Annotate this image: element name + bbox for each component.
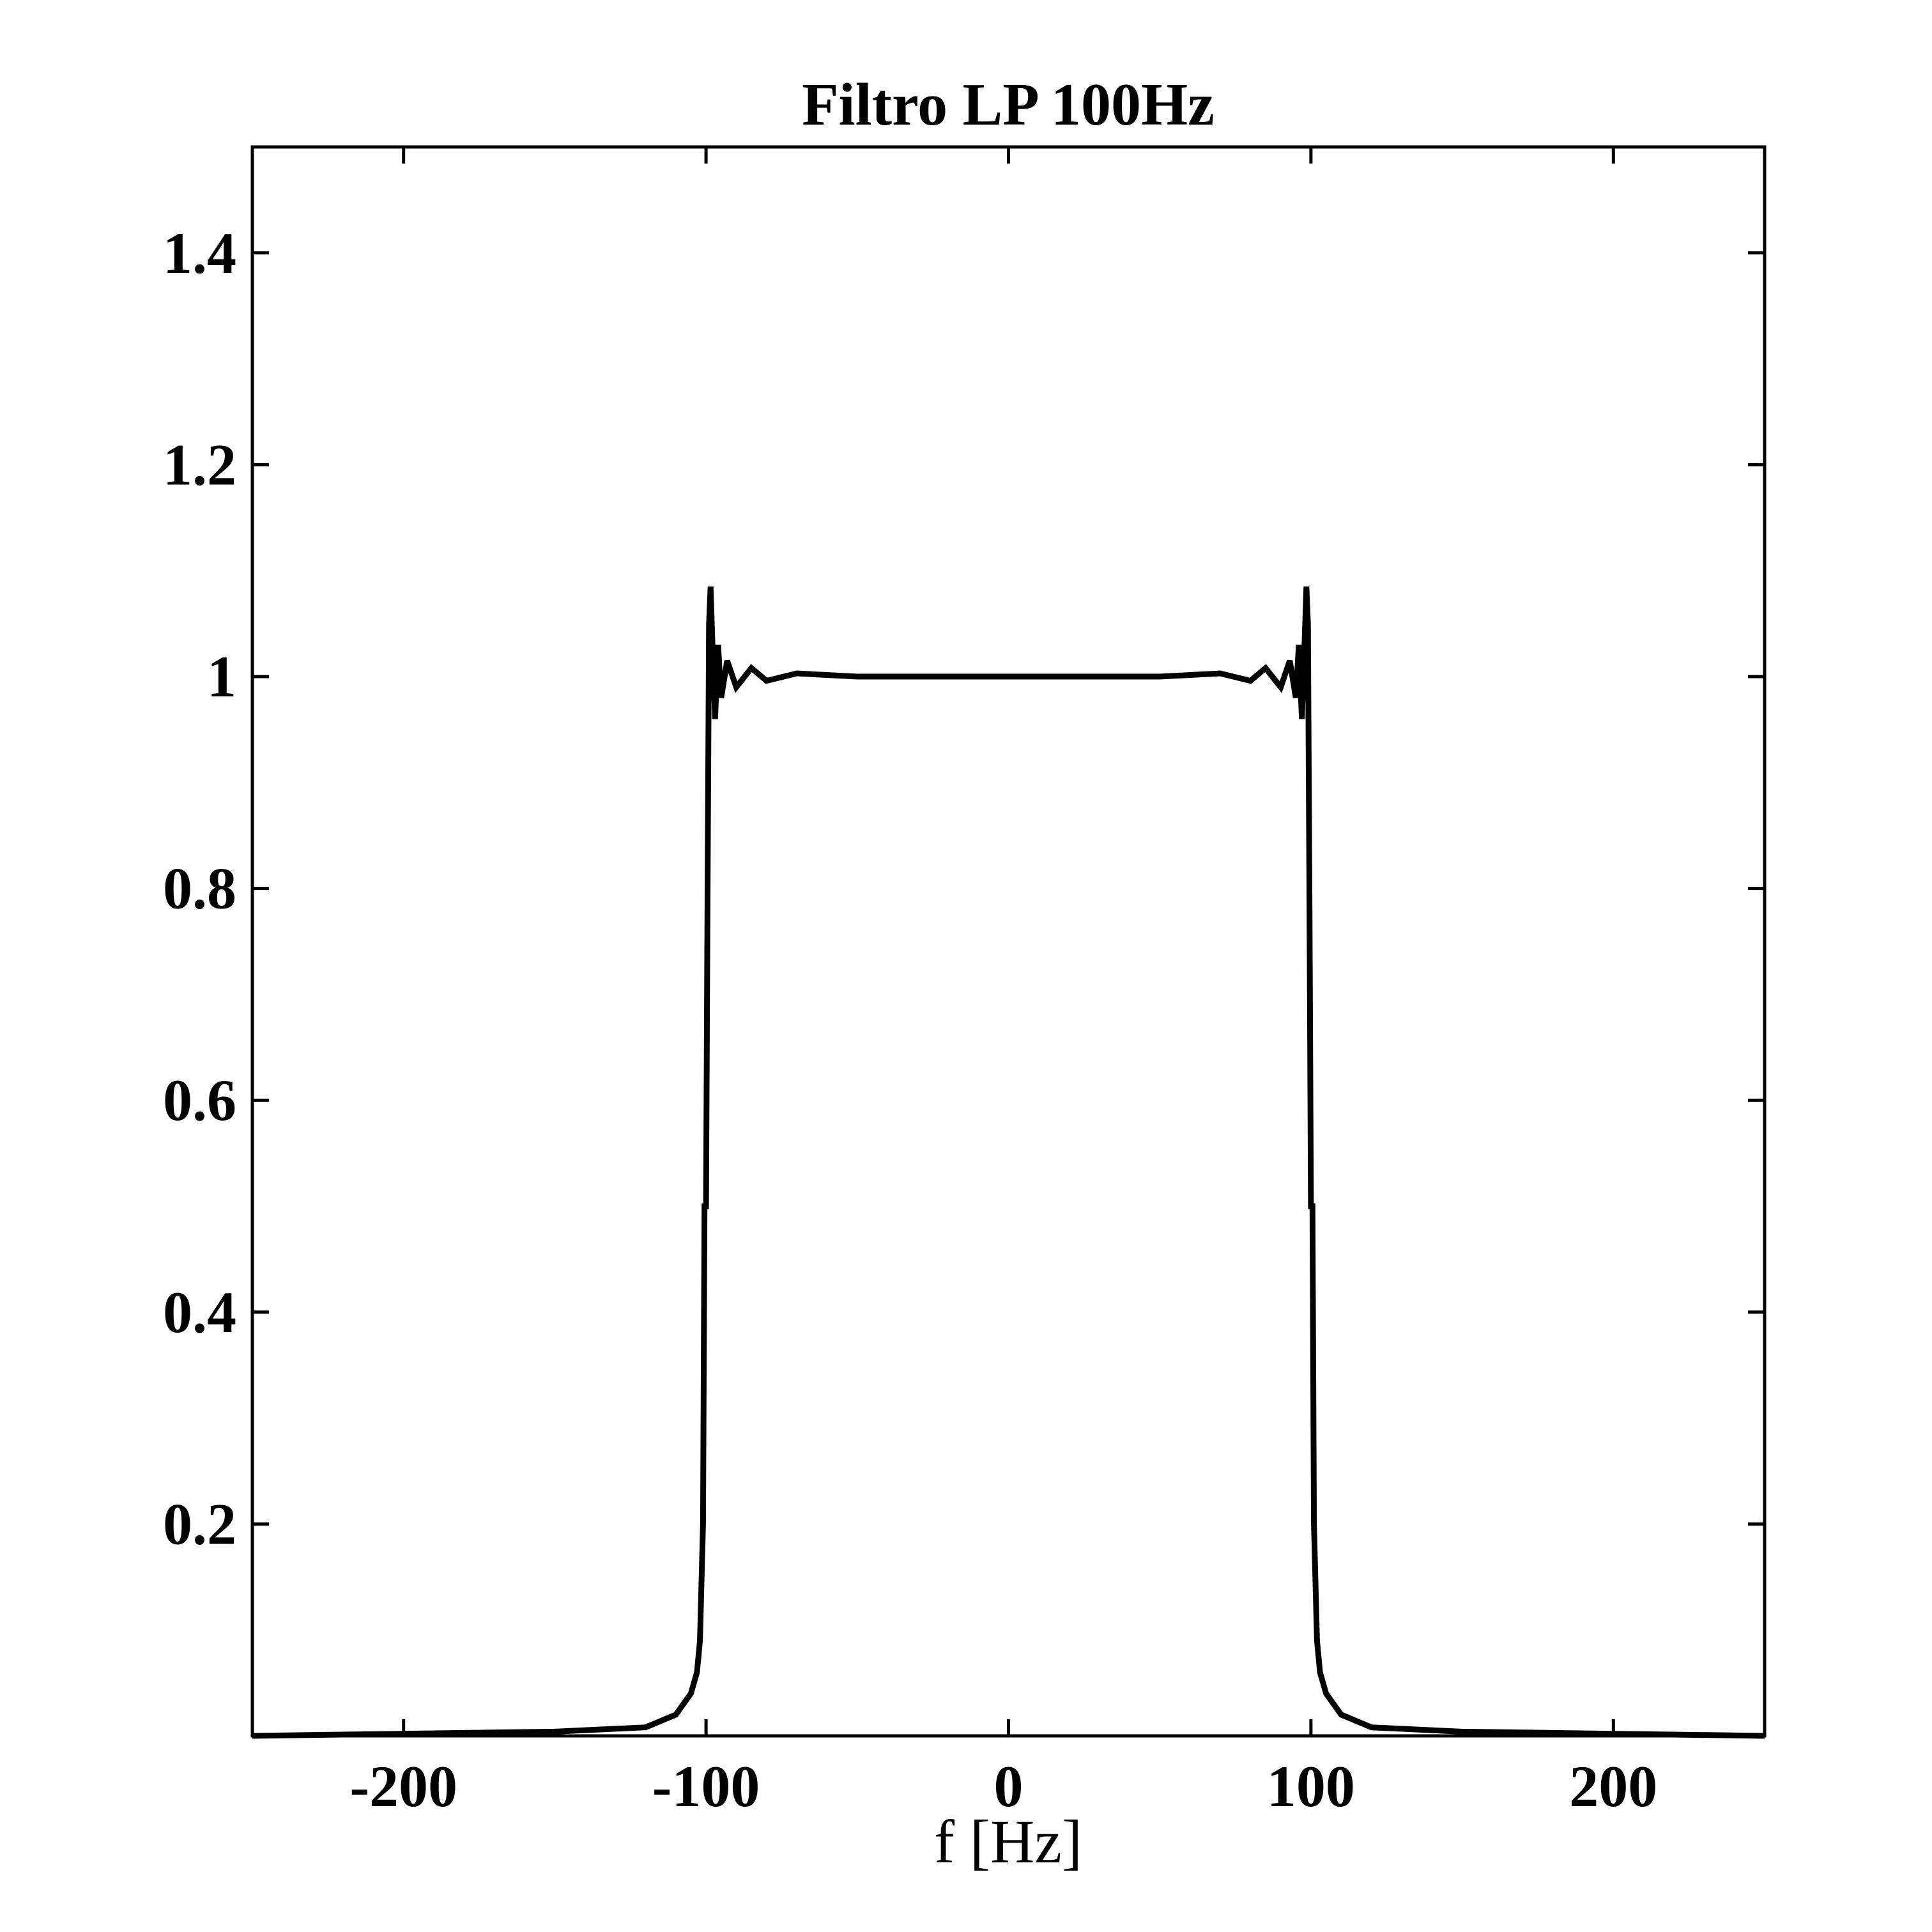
ticks (252, 147, 1765, 1736)
plot-frame (250, 145, 1767, 1738)
chart-title: Filtro LP 100Hz (802, 72, 1215, 138)
x-tick-label: 200 (1569, 1754, 1657, 1819)
x-tick-label: 0 (994, 1754, 1023, 1819)
y-tick-label: 0.6 (163, 1068, 236, 1133)
x-tick-label: -200 (349, 1754, 457, 1819)
y-tick-label: 0.4 (163, 1280, 236, 1345)
x-tick-label: -100 (652, 1754, 760, 1819)
y-tick-label: 0.8 (163, 856, 236, 921)
y-tick-label: 1.4 (163, 220, 236, 286)
series-line (252, 586, 1765, 1739)
x-axis-label: f [Hz] (934, 1807, 1082, 1876)
x-tick-label: 100 (1267, 1754, 1355, 1819)
y-tick-label: 0.2 (163, 1491, 236, 1556)
tick-labels: -200 -100 0 100 200 0.2 0.4 0.6 0.8 1 1.2 1.4 (163, 220, 1657, 1819)
y-tick-label: 1.2 (163, 432, 236, 497)
series-group (252, 586, 1765, 1739)
y-tick-label: 1 (207, 644, 236, 709)
